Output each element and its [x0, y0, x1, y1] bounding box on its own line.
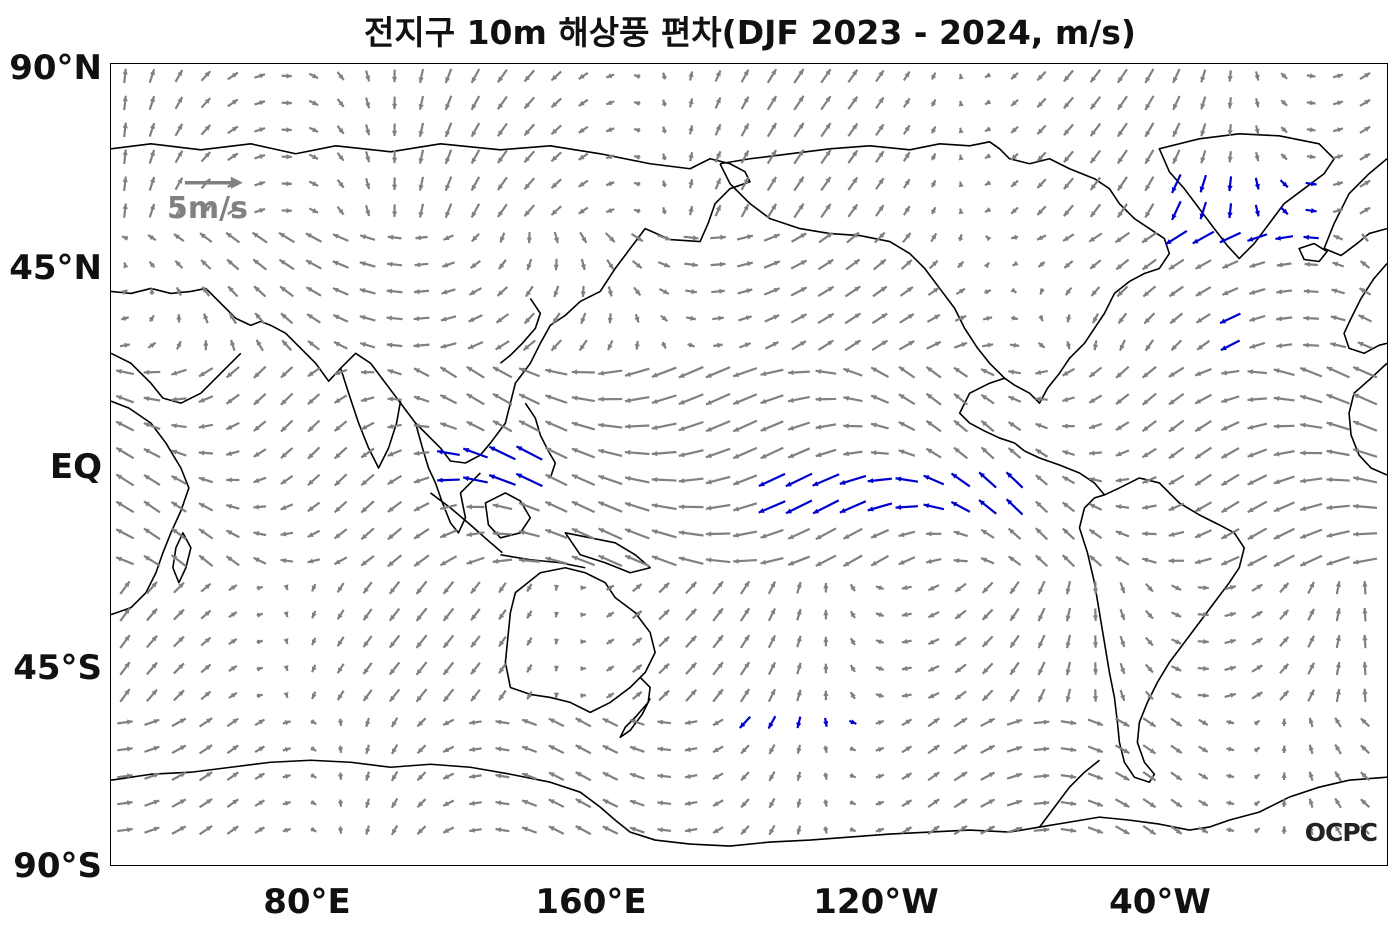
- coastline-australia: [504, 566, 656, 714]
- coastline-iceland: [1298, 242, 1328, 263]
- coastline-new-guinea: [564, 532, 651, 574]
- map-title: 전지구 10m 해상풍 편차(DJF 2023 - 2024, m/s): [364, 13, 1136, 52]
- coastline-east-africa: [111, 400, 190, 616]
- lon-label-120w: 120°W: [813, 882, 939, 922]
- coastline-se-asia: [414, 422, 481, 534]
- coastline-north-america: [719, 141, 1171, 452]
- wind-vectors: [115, 68, 1378, 836]
- coastline-alaska-south: [719, 163, 1006, 379]
- lon-label-160e: 160°E: [535, 882, 647, 922]
- lon-label-80e: 80°E: [263, 882, 351, 922]
- lat-label-45n: 45°N: [9, 248, 102, 288]
- reference-vector-arrow: [184, 176, 243, 189]
- coastline-arabia: [111, 352, 242, 404]
- wind-anomaly-map: [111, 68, 1387, 847]
- lat-label-90s: 90°S: [13, 846, 102, 886]
- coastline-south-america: [1078, 477, 1246, 784]
- coastline-sumatra: [430, 492, 503, 554]
- reference-vector-label: 5m/s: [167, 191, 248, 226]
- coastline-borneo: [484, 492, 532, 539]
- coastline-west-europe: [1343, 262, 1387, 355]
- coastline-central-america: [1024, 450, 1106, 496]
- coastline-greenland: [1158, 133, 1335, 260]
- lat-label-eq: EQ: [49, 447, 102, 487]
- coastline-new-zealand: [619, 676, 651, 739]
- coastline-india: [339, 367, 402, 469]
- coastline-eurasia: [111, 143, 751, 464]
- coastline-japan: [499, 297, 542, 364]
- map-frame: 5m/s OCPC: [110, 63, 1388, 866]
- lat-label-45s: 45°S: [13, 648, 102, 688]
- lat-label-90n: 90°N: [9, 48, 102, 88]
- coastline-antarctic-peninsula: [1038, 759, 1100, 828]
- coastlines: [111, 133, 1387, 847]
- coastline-europe: [1323, 158, 1387, 257]
- coastline-madagascar: [172, 532, 192, 584]
- coastline-west-africa: [1348, 362, 1387, 476]
- ocpc-logo: OCPC: [1304, 818, 1378, 847]
- coastline-java: [500, 553, 586, 569]
- lon-label-40w: 40°W: [1109, 882, 1211, 922]
- coastline-philippines: [524, 402, 557, 479]
- coastline-antarctica: [111, 759, 1387, 847]
